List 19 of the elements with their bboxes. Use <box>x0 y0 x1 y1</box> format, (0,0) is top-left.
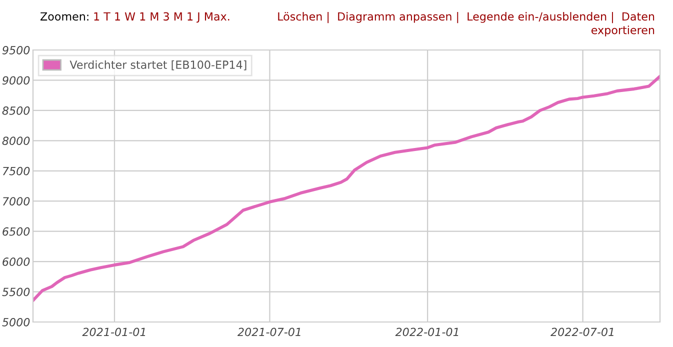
y-tick-label: 7500 <box>2 166 30 176</box>
x-tick-label: 2022-07-01 <box>550 328 614 336</box>
x-tick-label: 2021-01-01 <box>82 328 146 336</box>
y-tick-label: 8000 <box>2 136 30 146</box>
x-tick-label: 2021-07-01 <box>237 328 300 336</box>
y-tick-label: 9500 <box>2 46 30 54</box>
y-tick-label: 6500 <box>2 227 30 236</box>
y-tick-label: 6000 <box>2 258 30 266</box>
y-tick-label: 5000 <box>2 318 30 326</box>
y-tick-label: 9000 <box>2 76 30 85</box>
text: Löschen | Diagramm anpassen | Legende ein-/ausblenden | Daten exportieren <box>278 12 654 36</box>
y-tick-label: 7000 <box>2 197 30 206</box>
x-tick-label: 2022-01-01 <box>395 328 458 336</box>
line-series <box>33 74 660 302</box>
text: Zoomen: <box>40 12 88 21</box>
text: 1 T 1 W 1 M 3 M 1 J Max. <box>94 12 230 23</box>
legend-label: Verdichter startet [EB100-EP14] <box>70 60 246 70</box>
y-tick-label: 8500 <box>2 106 30 115</box>
y-tick-label: 5500 <box>2 288 30 296</box>
